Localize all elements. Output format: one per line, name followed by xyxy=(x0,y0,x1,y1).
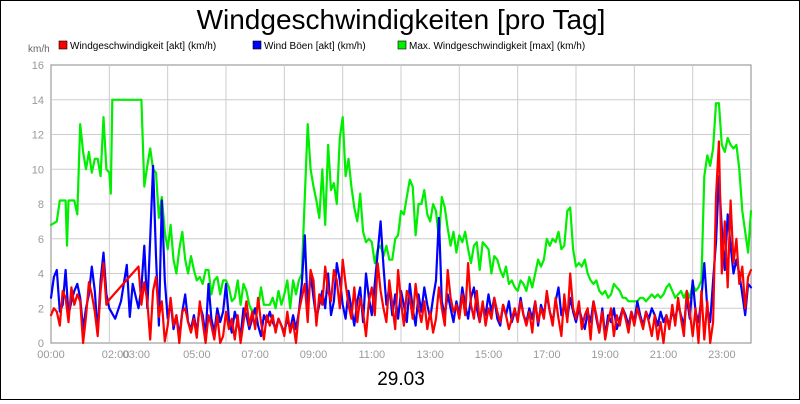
y-tick-label: 8 xyxy=(38,199,44,211)
x-tick-label: 05:00 xyxy=(183,349,211,361)
x-tick-label: 02:00 xyxy=(102,349,130,361)
legend-label: Windgeschwindigkeit [akt] (km/h) xyxy=(70,41,216,52)
series-lines xyxy=(49,98,753,345)
y-tick-label: 6 xyxy=(38,234,44,246)
x-tick-label: 23:00 xyxy=(708,349,736,361)
chart-title: Windgeschwindigkeiten [pro Tag] xyxy=(197,4,606,35)
legend-swatch xyxy=(397,40,407,50)
x-tick-label: 00:00 xyxy=(37,349,65,361)
legend-swatch xyxy=(252,40,262,50)
grid-lines xyxy=(51,65,751,343)
series-line-0 xyxy=(49,140,753,345)
x-tick-label: 11:00 xyxy=(358,349,385,361)
series-line-2 xyxy=(49,98,753,313)
y-tick-label: 10 xyxy=(32,164,44,176)
x-tick-label: 17:00 xyxy=(533,349,561,361)
x-tick-label: 09:00 xyxy=(300,349,328,361)
y-axis-unit-label: km/h xyxy=(28,44,50,55)
y-axis-ticks: 0 2 4 6 8 10 12 14 16 xyxy=(32,60,44,350)
y-tick-label: 16 xyxy=(32,60,44,72)
x-tick-label: 19:00 xyxy=(591,349,619,361)
x-tick-label: 07:00 xyxy=(241,349,269,361)
legend: Windgeschwindigkeit [akt] (km/h) Wind Böe… xyxy=(58,40,585,52)
legend-label: Wind Böen [akt] (km/h) xyxy=(264,41,366,52)
x-axis-date-label: 29.03 xyxy=(377,369,425,390)
y-tick-label: 14 xyxy=(32,95,44,107)
legend-label: Max. Windgeschwindigkeit [max] (km/h) xyxy=(409,41,585,52)
x-tick-label: 15:00 xyxy=(475,349,503,361)
x-tick-label: 21:00 xyxy=(650,349,678,361)
y-tick-label: 0 xyxy=(38,338,44,350)
x-tick-label: 13:00 xyxy=(416,349,444,361)
x-tick-label: 03:00 xyxy=(123,349,151,361)
y-tick-label: 12 xyxy=(32,130,44,142)
legend-swatch xyxy=(58,40,68,50)
y-tick-label: 4 xyxy=(38,269,44,281)
y-tick-label: 2 xyxy=(38,303,44,315)
